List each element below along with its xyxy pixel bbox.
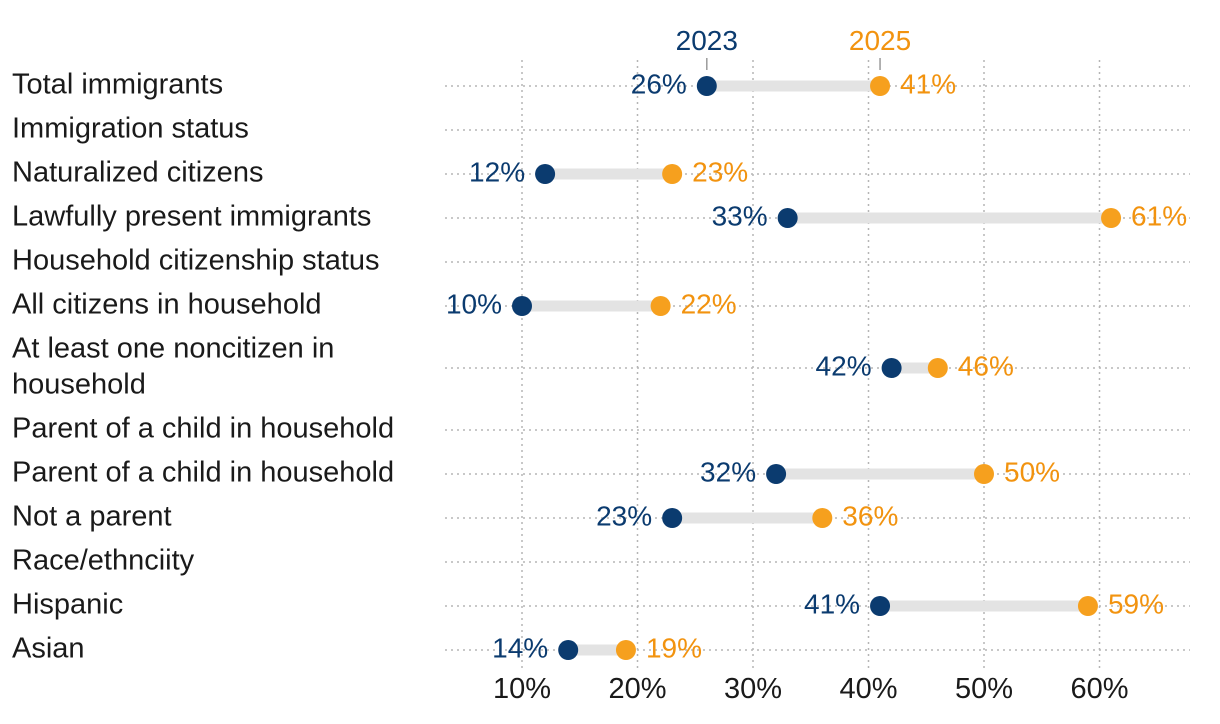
row-label: Hispanic (12, 589, 123, 621)
data-label-2025: 61% (1131, 200, 1187, 231)
data-label-2023: 32% (700, 456, 756, 487)
x-tick-label: 50% (955, 673, 1013, 705)
row-labels: Total immigrants Immigration status Natura… (12, 69, 394, 665)
data-label-2023: 12% (469, 156, 525, 187)
point-2025 (974, 464, 994, 484)
data-label-2025: 23% (692, 156, 748, 187)
row-label: Total immigrants (12, 69, 223, 101)
point-2023 (558, 640, 579, 660)
point-2023 (870, 596, 891, 616)
legend-2025: 2025 (849, 25, 911, 56)
row-label: Lawfully present immigrants (12, 201, 371, 233)
point-2023 (881, 358, 902, 378)
data-label-2025: 22% (681, 288, 737, 319)
row-label: household (12, 369, 146, 401)
point-2025 (927, 358, 948, 378)
row-label: Asian (12, 633, 85, 665)
point-2025 (662, 164, 683, 184)
x-axis-ticks: 10% 20% 30% 40% 50% 60% (493, 673, 1129, 705)
point-2023 (662, 508, 683, 528)
point-2025 (615, 640, 636, 660)
legend-2023: 2023 (676, 25, 738, 56)
row-label: Household citizenship status (12, 245, 380, 277)
x-tick-label: 60% (1070, 673, 1128, 705)
x-tick-label: 30% (724, 673, 782, 705)
point-2023 (777, 208, 798, 228)
point-2025 (1077, 596, 1098, 616)
point-2025 (1101, 208, 1122, 228)
point-2023 (535, 164, 556, 184)
data-label-2025: 50% (1004, 456, 1060, 487)
data-label-2025: 41% (900, 68, 956, 99)
x-tick-label: 20% (608, 673, 666, 705)
data-label-2023: 26% (631, 68, 687, 99)
x-tick-label: 40% (839, 673, 897, 705)
data-label-2025: 36% (842, 500, 898, 531)
x-tick-label: 10% (493, 673, 551, 705)
row-label: All citizens in household (12, 289, 322, 321)
row-label: Race/ethnciity (12, 545, 195, 577)
point-2023 (766, 464, 787, 484)
data-label-2025: 19% (646, 632, 702, 663)
data-label-2025: 59% (1108, 588, 1164, 619)
row-label: Immigration status (12, 113, 249, 145)
row-label: Not a parent (12, 501, 172, 533)
data-label-2023: 23% (596, 500, 652, 531)
data-rows: 26% 41% 12% 23% 33% 61% 10% 22% 42% 46% 32% 50% 23% 3… (446, 68, 1187, 663)
row-label: Parent of a child in household (12, 413, 394, 445)
data-label-2023: 33% (712, 200, 768, 231)
row-label: Parent of a child in household (12, 457, 394, 489)
point-2025 (812, 508, 833, 528)
data-label-2023: 42% (816, 350, 872, 381)
legend: 2023 2025 (676, 25, 911, 70)
point-2025 (870, 76, 891, 96)
row-label: Naturalized citizens (12, 157, 263, 189)
data-label-2023: 41% (804, 588, 860, 619)
row-label: At least one noncitizen in (12, 333, 334, 365)
data-label-2025: 46% (958, 350, 1014, 381)
point-2023 (696, 76, 717, 96)
data-label-2023: 14% (492, 632, 548, 663)
point-2023 (512, 296, 532, 316)
point-2025 (650, 296, 671, 316)
data-label-2023: 10% (446, 288, 502, 319)
